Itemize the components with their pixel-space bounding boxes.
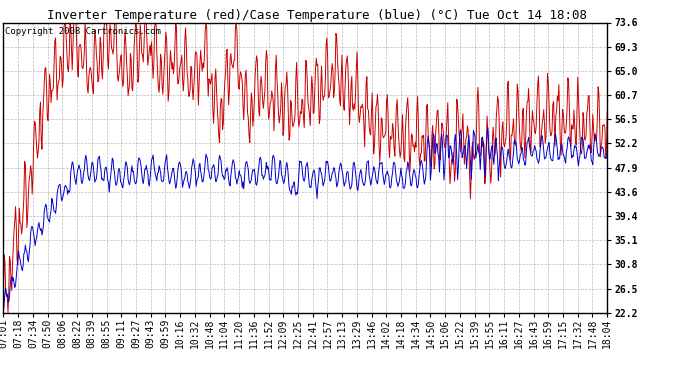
Text: Inverter Temperature (red)/Case Temperature (blue) (°C) Tue Oct 14 18:08: Inverter Temperature (red)/Case Temperat… [48, 9, 587, 22]
Text: Copyright 2008 Cartronics.com: Copyright 2008 Cartronics.com [5, 27, 161, 36]
